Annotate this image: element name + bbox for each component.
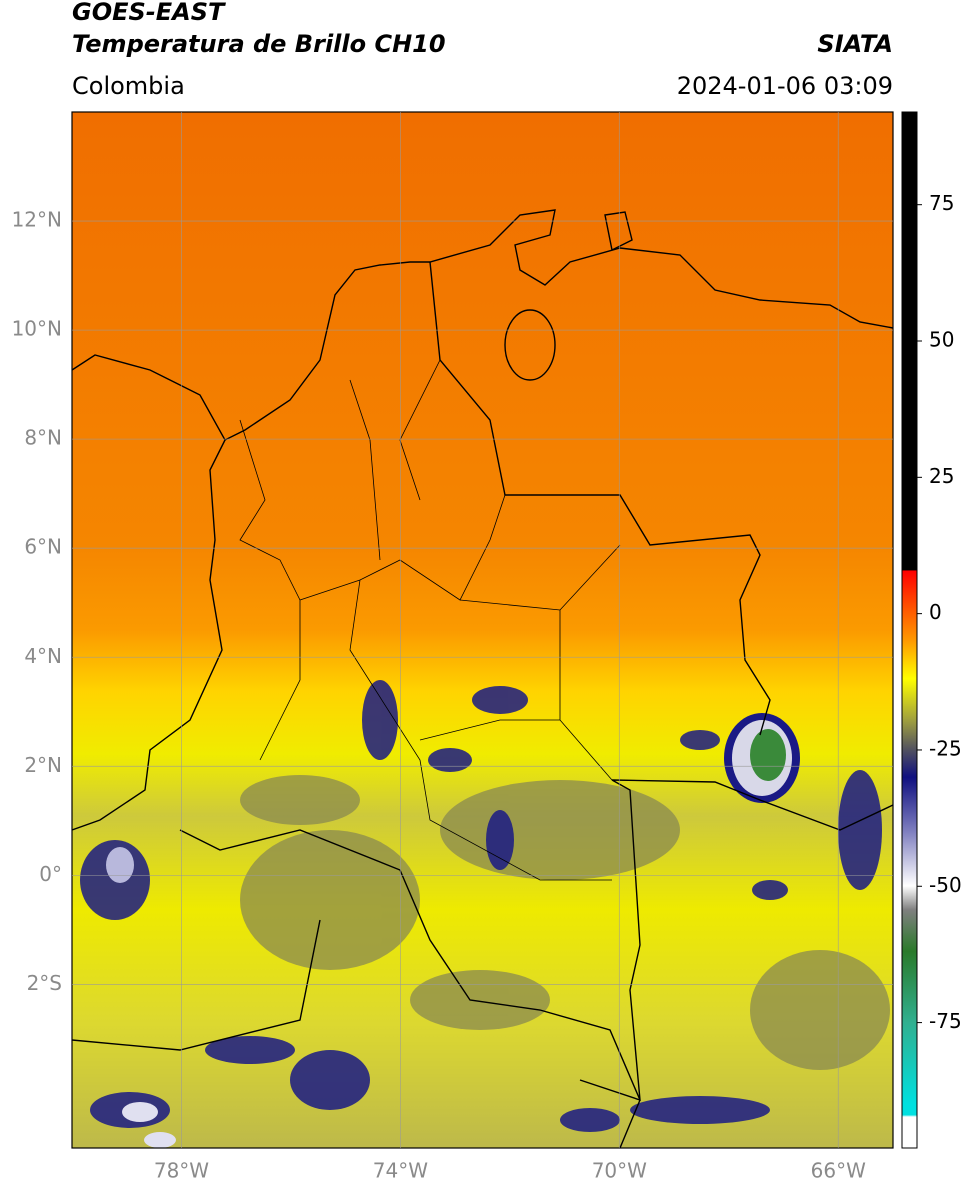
- y-tick-label: 0°: [39, 862, 62, 886]
- y-tick-label: 2°N: [24, 753, 62, 777]
- x-tick-label: 66°W: [811, 1159, 866, 1183]
- convective-cell: [106, 713, 800, 1148]
- y-tick-label: 10°N: [12, 317, 62, 341]
- y-tick-label: 4°N: [24, 644, 62, 668]
- region: Colombia: [72, 72, 185, 100]
- country-border: [72, 261, 893, 1148]
- subtitle: Temperatura de Brillo CH10: [72, 30, 446, 58]
- cloud-navy: [80, 680, 882, 1132]
- y-tick-label: 8°N: [24, 426, 62, 450]
- satellite-image: [72, 112, 893, 1148]
- x-tick-label: 74°W: [373, 1159, 428, 1183]
- lake-maracaibo: [504, 309, 556, 381]
- title: GOES-EAST: [72, 0, 226, 26]
- colorbar-tick-label: 25: [929, 464, 954, 488]
- island: [604, 211, 633, 252]
- colorbar-tick-label: 0: [929, 600, 942, 624]
- datetime: 2024-01-06 03:09: [677, 72, 893, 100]
- cloud-gray: [240, 775, 890, 1070]
- colorbar-tick-label: 50: [929, 328, 954, 352]
- pacific-coastline: [72, 439, 226, 831]
- x-tick-label: 70°W: [592, 1159, 647, 1183]
- colorbar: [901, 111, 918, 1149]
- colorbar-tick-label: -25: [929, 736, 962, 760]
- map-frame: [71, 111, 894, 1149]
- colorbar-tick-label: -75: [929, 1009, 962, 1033]
- coastline: [72, 209, 893, 441]
- colorbar-tick-label: 75: [929, 191, 954, 215]
- source: SIATA: [817, 30, 893, 58]
- y-tick-label: 12°N: [12, 208, 62, 232]
- y-tick-label: 2°S: [27, 971, 62, 995]
- colorbar-tick-label: -50: [929, 873, 962, 897]
- y-tick-label: 6°N: [24, 535, 62, 559]
- department-borders: [239, 359, 621, 881]
- x-tick-label: 78°W: [154, 1159, 209, 1183]
